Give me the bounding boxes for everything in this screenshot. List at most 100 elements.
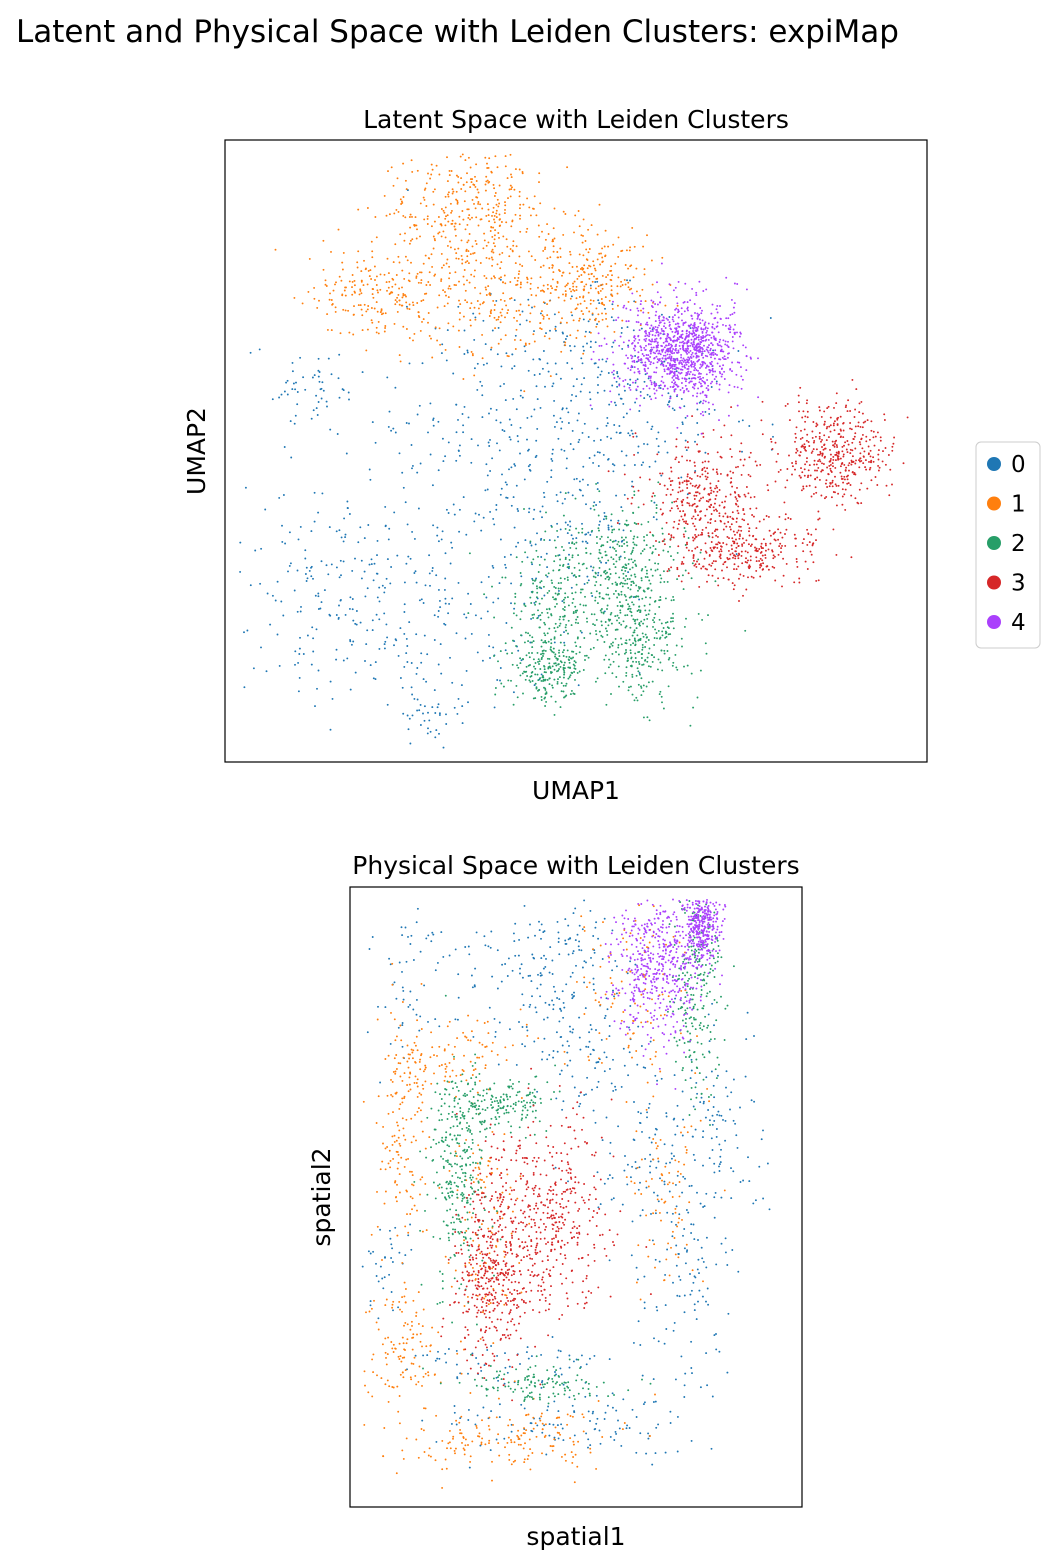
data-point bbox=[393, 212, 396, 215]
data-point bbox=[662, 330, 665, 333]
data-point bbox=[781, 536, 784, 539]
data-point bbox=[538, 373, 541, 375]
data-point bbox=[724, 495, 727, 498]
data-point bbox=[376, 289, 379, 292]
data-point bbox=[668, 657, 671, 659]
data-point bbox=[581, 241, 584, 244]
data-point bbox=[559, 528, 562, 531]
data-point bbox=[701, 319, 704, 322]
data-point bbox=[573, 693, 576, 695]
data-point bbox=[614, 404, 617, 407]
data-point bbox=[620, 280, 623, 283]
data-point bbox=[632, 485, 635, 488]
data-point bbox=[360, 577, 363, 580]
data-point bbox=[547, 667, 550, 670]
data-point bbox=[641, 597, 644, 600]
data-point bbox=[604, 307, 606, 310]
data-point bbox=[406, 714, 409, 717]
data-point bbox=[594, 596, 597, 599]
data-point bbox=[434, 736, 437, 739]
data-point bbox=[605, 283, 608, 285]
data-point bbox=[699, 340, 702, 343]
data-point bbox=[573, 574, 576, 577]
data-point bbox=[596, 277, 599, 280]
data-point bbox=[728, 537, 730, 540]
data-point bbox=[644, 300, 647, 303]
data-point bbox=[457, 418, 459, 421]
data-point bbox=[821, 454, 824, 457]
data-point bbox=[528, 679, 531, 682]
data-point bbox=[463, 329, 466, 332]
data-point bbox=[858, 411, 861, 414]
data-point bbox=[470, 350, 473, 353]
data-point bbox=[831, 462, 834, 465]
data-point bbox=[829, 448, 831, 451]
data-point bbox=[406, 523, 409, 526]
data-point bbox=[669, 484, 672, 486]
data-point bbox=[514, 213, 517, 216]
data-point bbox=[553, 662, 556, 665]
data-point bbox=[466, 223, 469, 226]
data-point bbox=[726, 566, 728, 569]
data-point bbox=[448, 174, 451, 177]
data-point bbox=[572, 537, 574, 540]
data-point bbox=[482, 363, 485, 366]
data-point bbox=[820, 440, 822, 443]
data-point bbox=[446, 156, 448, 159]
data-point bbox=[663, 360, 666, 363]
data-point bbox=[520, 582, 523, 585]
data-point bbox=[652, 619, 654, 622]
data-point bbox=[870, 420, 873, 423]
data-point bbox=[560, 427, 563, 430]
data-point bbox=[612, 341, 615, 344]
data-point bbox=[586, 581, 589, 584]
data-point bbox=[345, 286, 347, 289]
data-point bbox=[344, 533, 347, 536]
data-point bbox=[667, 633, 670, 636]
data-point bbox=[269, 623, 272, 626]
data-point bbox=[554, 555, 557, 557]
data-point bbox=[661, 361, 664, 363]
data-point bbox=[351, 280, 354, 283]
data-point bbox=[834, 453, 837, 456]
data-point bbox=[804, 463, 807, 466]
data-point bbox=[439, 606, 442, 609]
data-point bbox=[842, 429, 845, 432]
data-point bbox=[765, 565, 768, 568]
data-point bbox=[584, 240, 587, 242]
data-point bbox=[456, 199, 459, 202]
data-point bbox=[484, 343, 487, 346]
data-point bbox=[550, 525, 553, 528]
data-point bbox=[659, 353, 662, 356]
data-point bbox=[371, 250, 374, 253]
data-point bbox=[700, 497, 702, 500]
data-point bbox=[640, 464, 643, 466]
data-point bbox=[509, 248, 512, 250]
data-point bbox=[747, 543, 750, 546]
data-point bbox=[604, 550, 607, 553]
data-point bbox=[712, 547, 715, 550]
data-point bbox=[488, 292, 491, 295]
data-point bbox=[862, 462, 865, 465]
data-point bbox=[511, 663, 514, 666]
data-point bbox=[374, 279, 376, 281]
data-point bbox=[488, 645, 491, 648]
data-point bbox=[630, 502, 633, 505]
data-point bbox=[712, 468, 715, 471]
data-point bbox=[485, 256, 488, 259]
data-point bbox=[709, 382, 712, 385]
data-point bbox=[651, 283, 654, 286]
data-point bbox=[704, 400, 707, 403]
data-point bbox=[518, 195, 521, 198]
data-point bbox=[620, 540, 623, 543]
data-point bbox=[617, 644, 620, 646]
data-point bbox=[851, 441, 854, 444]
data-point bbox=[651, 660, 654, 663]
data-point bbox=[705, 478, 708, 481]
data-point bbox=[687, 537, 690, 539]
data-point bbox=[426, 217, 429, 220]
data-point bbox=[516, 508, 519, 510]
data-point bbox=[516, 664, 519, 667]
data-point bbox=[708, 334, 711, 337]
data-point bbox=[589, 398, 592, 401]
